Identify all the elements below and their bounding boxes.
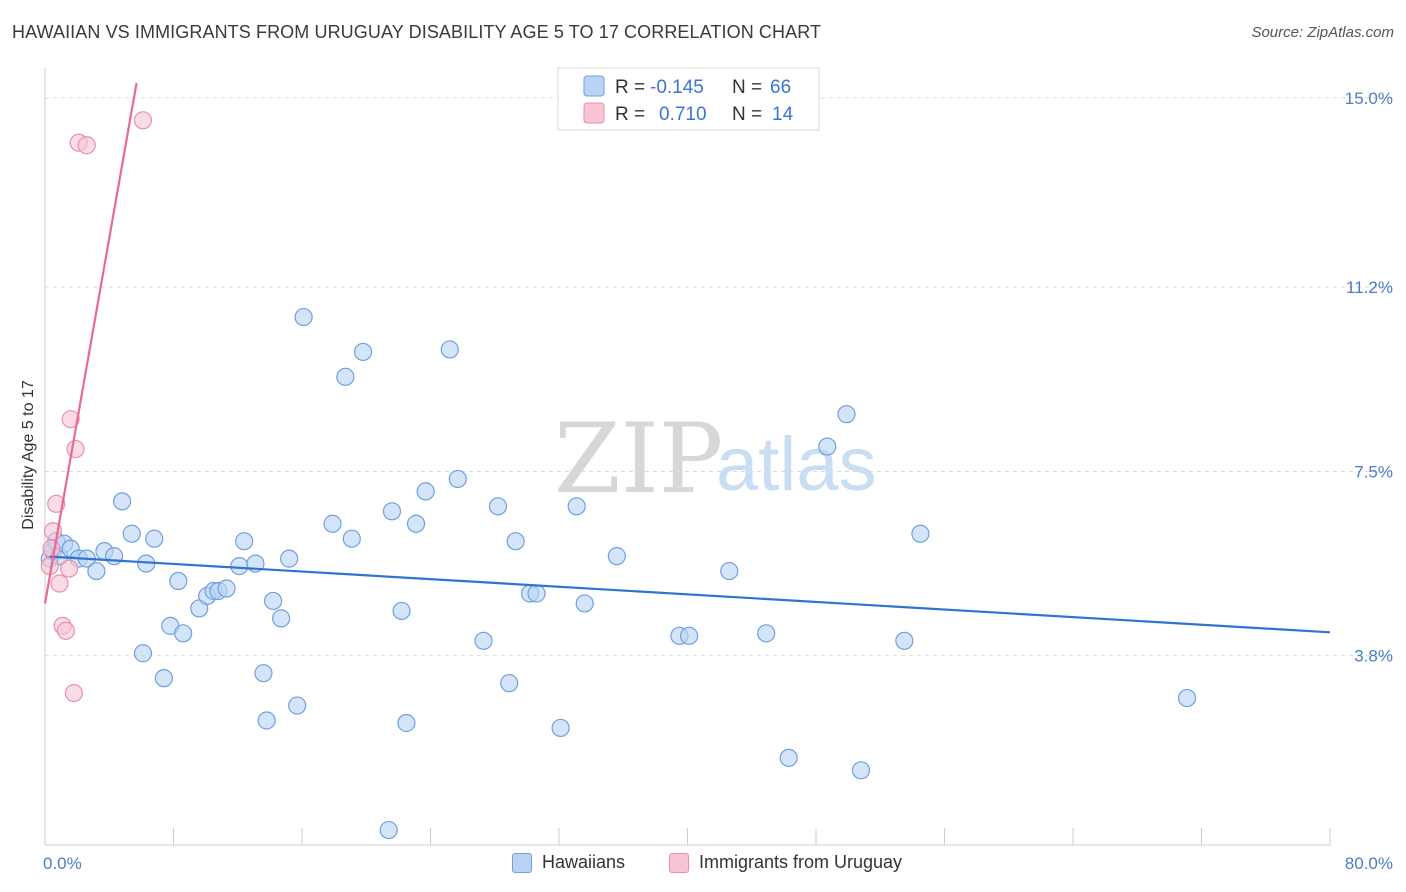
hawaiian-point [294, 307, 313, 327]
y-tick-label: 15.0% [1345, 89, 1393, 108]
hawaiian-point [217, 579, 236, 598]
hawaiian-point [392, 601, 411, 621]
hawaiian-point [104, 547, 124, 566]
legend-r-label: R = [615, 77, 645, 98]
hawaiian-point [382, 502, 402, 521]
y-tick-labels: 3.8% 7.5% 11.2% 15.0% [1345, 89, 1393, 666]
uruguay-point [61, 410, 80, 429]
y-axis-label: Disability Age 5 to 17 [20, 380, 37, 530]
hawaiian-point [575, 594, 594, 613]
hawaiian-point [895, 631, 914, 650]
hawaiian-point [1177, 688, 1197, 708]
uruguay-point [42, 539, 61, 558]
hawaiian-point [488, 497, 508, 516]
uruguay-trend-line [43, 82, 138, 604]
hawaiian-point [818, 437, 837, 456]
hawaiian-trend-line [49, 555, 1331, 634]
hawaiian-point [720, 561, 739, 581]
hawaiian-point [122, 524, 141, 543]
data-points [40, 111, 1197, 840]
uruguay-point [59, 559, 79, 578]
legend-label-hawaiians: Hawaiians [542, 852, 626, 872]
x-tick-label: 80.0% [1345, 854, 1393, 873]
grid-lines [45, 97, 1392, 657]
hawaiian-point [379, 820, 398, 840]
uruguay-point [66, 439, 85, 459]
y-tick-label: 11.2% [1346, 278, 1393, 297]
hawaiian-point [342, 529, 361, 548]
hawaiian-point [87, 561, 106, 581]
hawaiian-point [145, 529, 164, 548]
hawaiian-point [133, 644, 153, 663]
x-tick-label: 0.0% [43, 854, 82, 873]
hawaiian-point [353, 342, 373, 362]
hawaiian-point [416, 482, 435, 501]
legend-swatch-hawaiians [583, 75, 605, 97]
hawaiian-point [174, 624, 193, 643]
hawaiian-point [527, 584, 546, 603]
hawaiian-point [154, 669, 173, 688]
hawaiian-point [607, 547, 626, 566]
hawaiian-point [911, 524, 930, 543]
hawaiian-point [474, 631, 493, 650]
legend-label-uruguay: Immigrants from Uruguay [699, 852, 903, 872]
watermark-zip: ZIP [554, 403, 723, 515]
uruguay-point [133, 111, 153, 130]
legend-r-value: 0.710 [659, 104, 707, 125]
hawaiian-point [851, 761, 871, 780]
hawaiian-point [257, 711, 276, 730]
hawaiian-point [506, 532, 525, 551]
legend-item-uruguay[interactable]: Immigrants from Uruguay [669, 852, 902, 873]
uruguay-point [50, 574, 69, 593]
uruguay-point [77, 136, 96, 155]
legend-item-hawaiians[interactable]: Hawaiians [512, 852, 625, 873]
y-tick-label: 3.8% [1354, 647, 1393, 666]
hawaiian-point [336, 367, 355, 386]
y-tick-label: 7.5% [1354, 462, 1393, 481]
trend-lines [43, 82, 1331, 634]
x-tick-labels: 0.0% 80.0% [43, 854, 1393, 873]
source-label: Source: ZipAtlas.com [1251, 24, 1394, 41]
hawaiian-point [440, 340, 459, 359]
hawaiian-point [406, 514, 426, 533]
uruguay-point [64, 683, 84, 703]
uruguay-point [56, 621, 75, 640]
legend-swatch-hawaiians [512, 852, 532, 873]
hawaiian-point [779, 748, 798, 767]
legend-r-label: R = [615, 104, 645, 125]
legend-box: R = -0.145 N = 66 R = 0.710 N = 14 [557, 67, 820, 131]
legend-n-label: N = [732, 77, 762, 98]
hawaiian-point [280, 549, 299, 568]
hawaiian-point [112, 492, 132, 511]
axes [44, 68, 1331, 846]
uruguay-point [47, 494, 66, 513]
legend-swatch-uruguay [583, 102, 605, 124]
hawaiian-point [230, 556, 249, 576]
zipatlas-watermark: ZIP atlas [554, 403, 877, 515]
bottom-legend: Hawaiians Immigrants from Uruguay [0, 852, 1406, 878]
hawaiian-point [837, 405, 856, 424]
chart-title: HAWAIIAN VS IMMIGRANTS FROM URUGUAY DISA… [12, 22, 822, 42]
hawaiian-point [448, 469, 467, 489]
legend-n-value: 14 [772, 104, 794, 125]
hawaiian-point [551, 718, 570, 738]
legend-n-value: 66 [770, 77, 791, 98]
hawaiian-point [323, 514, 342, 533]
hawaiian-point [263, 591, 283, 611]
watermark-atlas: atlas [716, 422, 877, 507]
hawaiian-point [500, 674, 519, 693]
hawaiian-point [397, 713, 416, 733]
hawaiian-point [567, 497, 586, 516]
hawaiian-point [235, 532, 254, 551]
legend-n-label: N = [732, 104, 762, 125]
hawaiian-point [272, 609, 291, 628]
hawaiian-point [680, 626, 699, 645]
legend-r-value: -0.145 [650, 77, 704, 98]
legend-swatch-uruguay [669, 852, 689, 873]
hawaiian-point [288, 696, 307, 715]
hawaiian-point [254, 664, 273, 683]
hawaiian-point [169, 571, 188, 591]
hawaiian-point [757, 624, 776, 643]
